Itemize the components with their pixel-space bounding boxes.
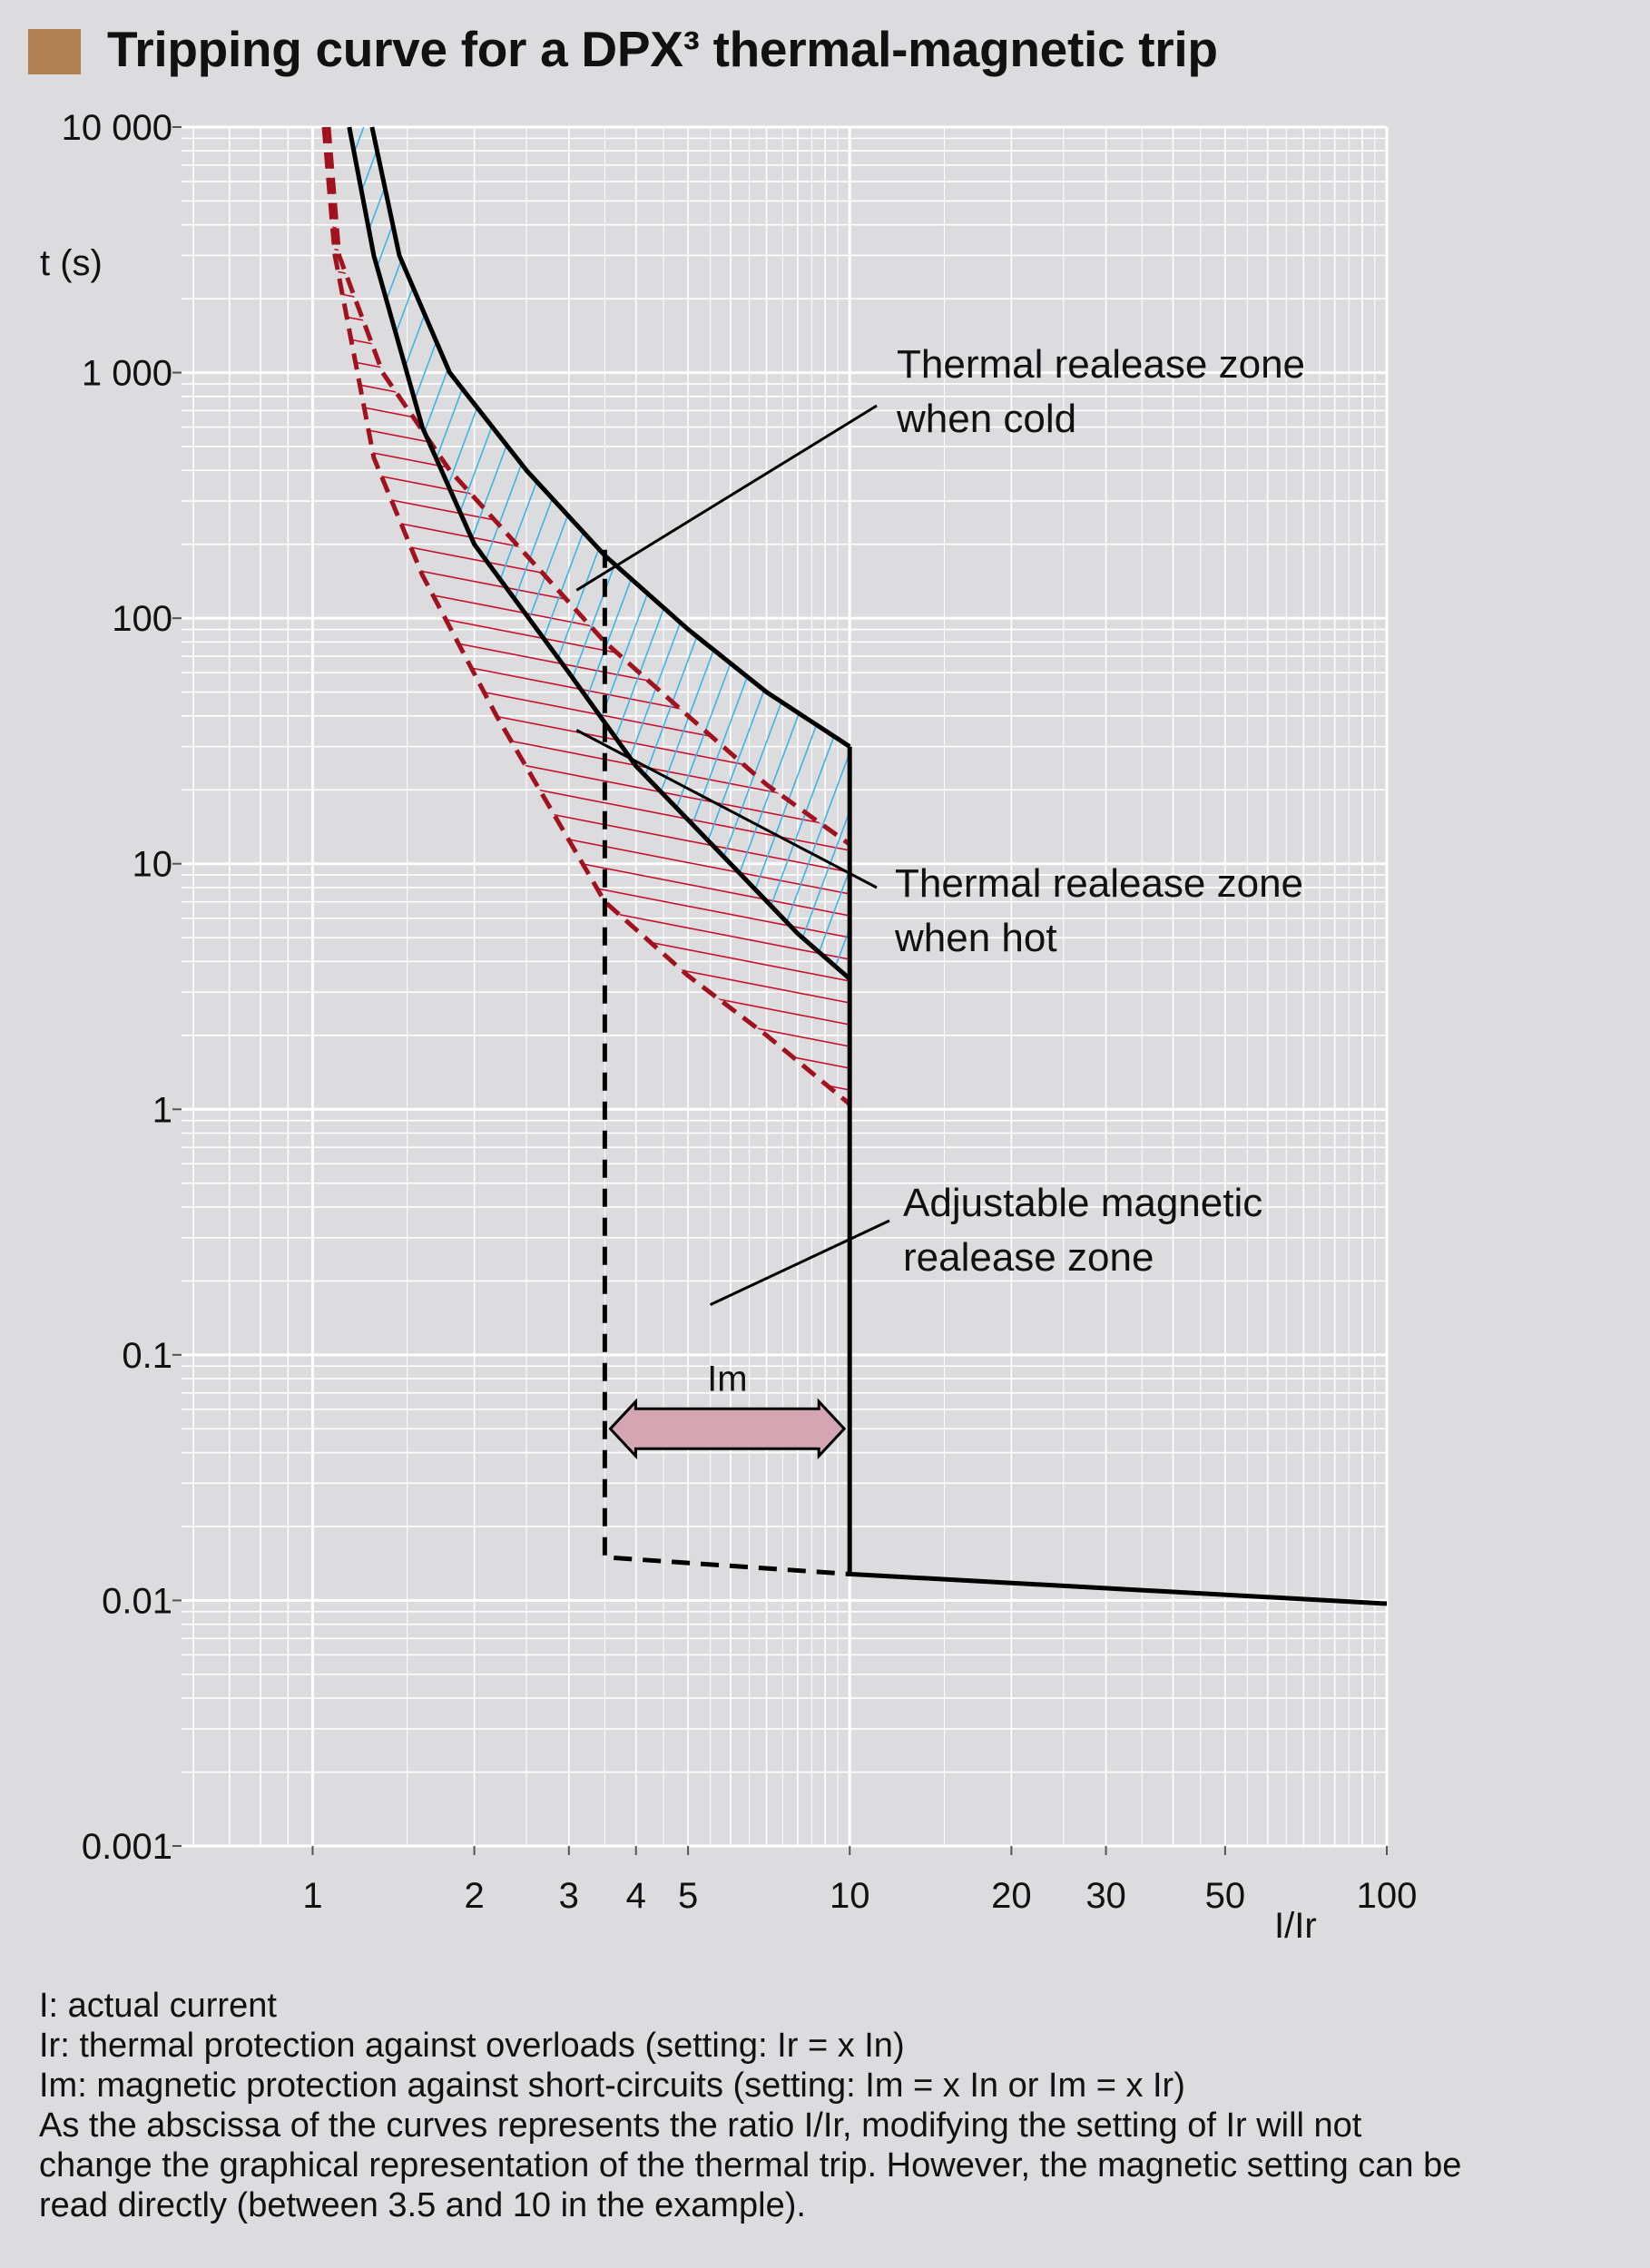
x-axis-ticks: 1 2 3 4 5 10 20 30 50 100	[302, 1846, 1417, 1916]
y-tick-label: 0.001	[82, 1827, 172, 1867]
x-tick-label: 3	[559, 1876, 579, 1916]
y-tick-label: 1	[152, 1090, 172, 1130]
note-line: read directly (between 3.5 and 10 in the…	[39, 2186, 806, 2224]
cold-hatch-line	[1380, 0, 1650, 1846]
chart-title: Tripping curve for a DPX³ thermal-magnet…	[107, 21, 1218, 77]
cold-upper-curve	[369, 126, 851, 749]
hot-upper-curve	[326, 126, 851, 847]
annotation-text: when hot	[894, 916, 1057, 960]
x-axis-label: I/Ir	[1274, 1906, 1317, 1946]
im-arrow-label: Im	[707, 1359, 747, 1399]
y-axis-ticks: 10 000 1 000 100 10 1 0.1 0.01 0.001	[62, 108, 182, 1867]
annotation-text: Adjustable magnetic	[903, 1181, 1262, 1225]
plot-area	[182, 127, 1387, 1846]
x-tick-label: 100	[1357, 1876, 1418, 1916]
title-color-square	[28, 29, 81, 74]
hot-lower-curve	[321, 126, 851, 1106]
y-tick-label: 100	[112, 599, 172, 639]
y-tick-label: 1 000	[82, 354, 172, 394]
note-line: change the graphical representation of t…	[39, 2146, 1462, 2185]
cold-hatch-line	[1358, 0, 1650, 1846]
y-axis-label: t (s)	[40, 243, 103, 283]
curves	[321, 126, 1388, 1606]
x-tick-label: 5	[678, 1876, 698, 1916]
annotations: Im Thermal realease zone when cold Thermal …	[575, 342, 1305, 1460]
callout-line	[709, 1219, 890, 1306]
x-tick-label: 1	[302, 1876, 322, 1916]
annotation-text: when cold	[896, 397, 1076, 441]
annotation-text: Thermal realease zone	[895, 861, 1303, 906]
x-tick-label: 50	[1205, 1876, 1246, 1916]
callout-line	[575, 404, 878, 592]
x-tick-label: 30	[1085, 1876, 1126, 1916]
note-line: Im: magnetic protection against short-ci…	[39, 2067, 1185, 2105]
y-tick-label: 0.01	[102, 1581, 172, 1621]
x-tick-label: 4	[626, 1876, 646, 1916]
cold-hatch-line	[349, 127, 850, 979]
note-line: I: actual current	[39, 1987, 277, 2025]
grid-minor	[182, 127, 1387, 1846]
im-arrow	[608, 1398, 847, 1460]
callout-line	[575, 729, 878, 889]
y-tick-label: 10	[133, 845, 173, 885]
y-tick-label: 10 000	[62, 108, 172, 148]
x-tick-label: 2	[464, 1876, 484, 1916]
y-tick-label: 0.1	[122, 1336, 172, 1376]
x-tick-label: 10	[830, 1876, 870, 1916]
cold-lower-curve	[347, 126, 851, 981]
magnetic-min-line	[602, 549, 850, 1576]
annotation-text: realease zone	[903, 1235, 1154, 1280]
annotation-text: Thermal realease zone	[897, 342, 1305, 387]
note-line: As the abscissa of the curves represents…	[39, 2106, 1362, 2145]
notes-block: I: actual current Ir: thermal protection…	[39, 1986, 1461, 2225]
tripping-curve-chart: 10 000 1 000 100 10 1 0.1 0.01 0.001 1 2 3 4 5 10 20 3…	[40, 0, 1650, 1946]
note-line: Ir: thermal protection against overloads…	[39, 2027, 905, 2065]
x-tick-label: 20	[991, 1876, 1032, 1916]
